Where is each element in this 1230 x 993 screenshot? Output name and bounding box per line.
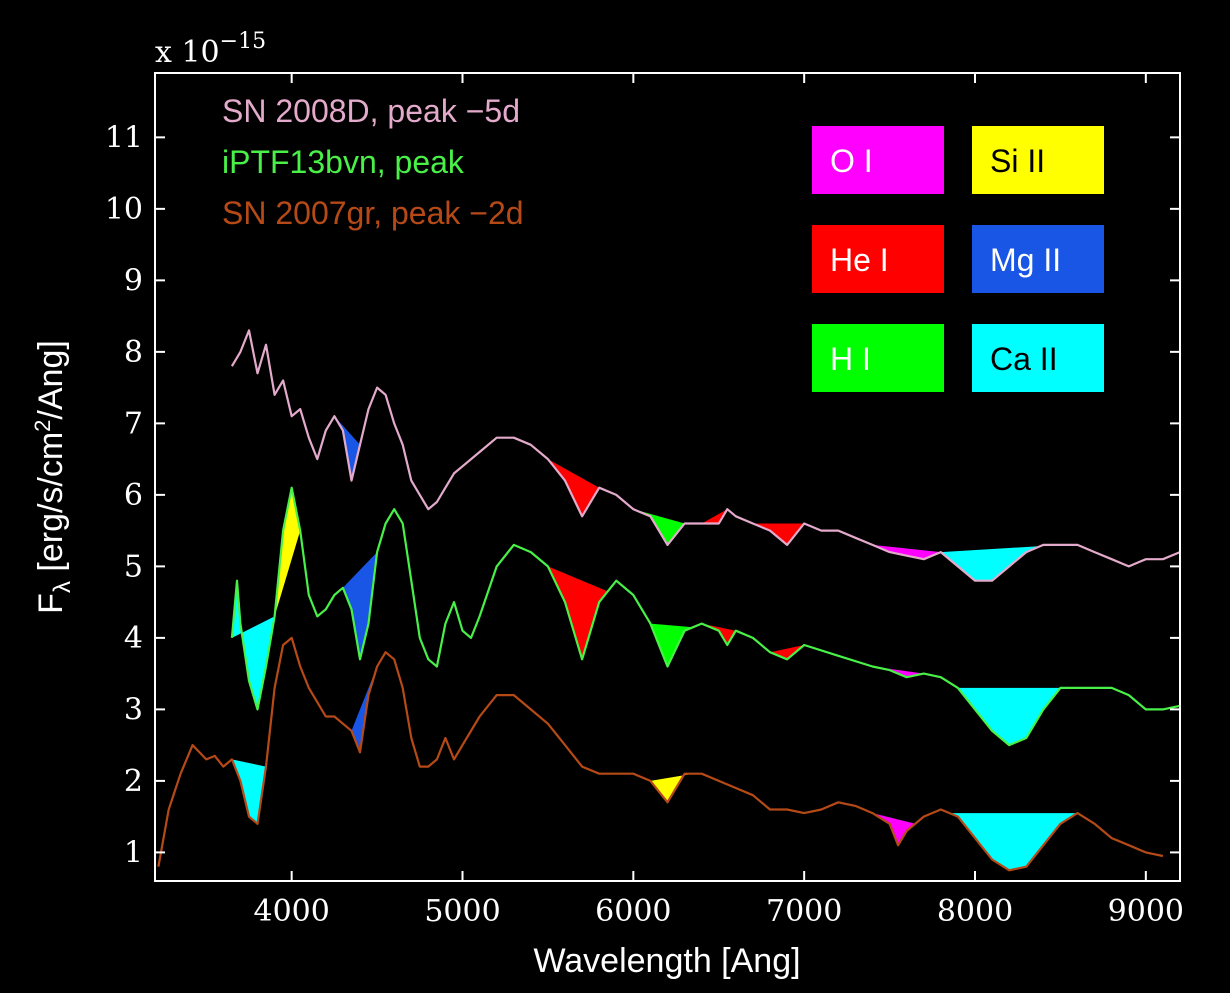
feature-o-i-5 bbox=[872, 544, 941, 559]
feature-si-ii-18 bbox=[650, 773, 694, 803]
feature-ca-ii-16 bbox=[231, 759, 266, 824]
ion-legend: O I Si II He I Mg II H I Ca II bbox=[812, 126, 1104, 392]
y-tick-label: 1 bbox=[124, 835, 143, 870]
feature-ca-ii-15 bbox=[957, 687, 1078, 745]
ion-legend-label-5: Ca II bbox=[990, 341, 1058, 377]
y-tick-label: 7 bbox=[124, 406, 143, 441]
legend-entry-1: iPTF13bvn, peak bbox=[222, 144, 465, 180]
ion-legend-label-3: Mg II bbox=[990, 242, 1061, 278]
ion-legend-label-2: He I bbox=[830, 242, 889, 278]
ion-legend-box-2 bbox=[812, 225, 944, 293]
feature-he-i-10 bbox=[547, 566, 608, 659]
ion-legend-box-4 bbox=[812, 324, 944, 392]
legend-entry-2: SN 2007gr, peak −2d bbox=[222, 195, 524, 231]
x-tick-label: 4000 bbox=[253, 894, 329, 929]
feature-mg-ii-9 bbox=[342, 552, 378, 660]
y-axis-label: Fλ [erg/s/cm2/Ang] bbox=[30, 340, 76, 614]
y-tick-label: 2 bbox=[124, 764, 143, 799]
ion-legend-label-1: Si II bbox=[990, 143, 1045, 179]
y-tick-label: 10 bbox=[105, 192, 143, 227]
y-tick-label: 8 bbox=[124, 335, 143, 370]
x-tick-label: 6000 bbox=[595, 894, 671, 929]
series-line-2 bbox=[157, 636, 1164, 872]
series-line-1 bbox=[230, 486, 1181, 747]
feature-h-i-2 bbox=[633, 509, 685, 545]
ion-legend-box-0 bbox=[812, 126, 944, 194]
feature-si-ii-7 bbox=[274, 487, 301, 617]
feature-mg-ii-17 bbox=[351, 666, 378, 753]
feature-o-i-19 bbox=[872, 813, 916, 846]
feature-ca-ii-6 bbox=[940, 544, 1061, 581]
y-tick-label: 11 bbox=[105, 120, 143, 155]
y-tick-label: 6 bbox=[124, 478, 143, 513]
axis-ticks: 4000 5000 6000 7000 8000 9000 1 2 3 4 5 6 7 8 9 10 11 bbox=[105, 73, 1184, 929]
ion-legend-box-5 bbox=[972, 324, 1104, 392]
feature-ca-ii-8 bbox=[231, 587, 275, 710]
plot-frame bbox=[154, 72, 1181, 882]
spectra-series bbox=[157, 329, 1181, 872]
y-multiplier: x 10−15 bbox=[155, 29, 266, 70]
x-tick-label: 8000 bbox=[937, 894, 1013, 929]
x-tick-label: 5000 bbox=[424, 894, 500, 929]
y-tick-label: 5 bbox=[124, 549, 143, 584]
feature-he-i-1 bbox=[547, 459, 600, 517]
feature-he-i-3 bbox=[701, 509, 728, 524]
ion-legend-label-0: O I bbox=[830, 143, 873, 179]
ion-legend-box-1 bbox=[972, 126, 1104, 194]
ion-legend-box-3 bbox=[972, 225, 1104, 293]
y-tick-label: 4 bbox=[124, 621, 143, 656]
y-tick-label: 3 bbox=[124, 692, 143, 727]
ion-legend-label-4: H I bbox=[830, 341, 871, 377]
x-tick-label: 9000 bbox=[1108, 894, 1184, 929]
y-tick-label: 9 bbox=[124, 263, 143, 298]
feature-mg-ii-0 bbox=[334, 416, 360, 481]
series-legend: SN 2008D, peak −5d iPTF13bvn, peak SN 2007… bbox=[222, 93, 524, 231]
feature-he-i-12 bbox=[701, 623, 736, 645]
x-axis-label: Wavelength [Ang] bbox=[533, 942, 800, 980]
feature-o-i-14 bbox=[872, 666, 924, 678]
x-tick-label: 7000 bbox=[766, 894, 842, 929]
legend-entry-0: SN 2008D, peak −5d bbox=[222, 93, 520, 129]
series-line-0 bbox=[230, 329, 1181, 582]
feature-he-i-4 bbox=[752, 523, 805, 545]
feature-ca-ii-20 bbox=[949, 813, 1078, 871]
